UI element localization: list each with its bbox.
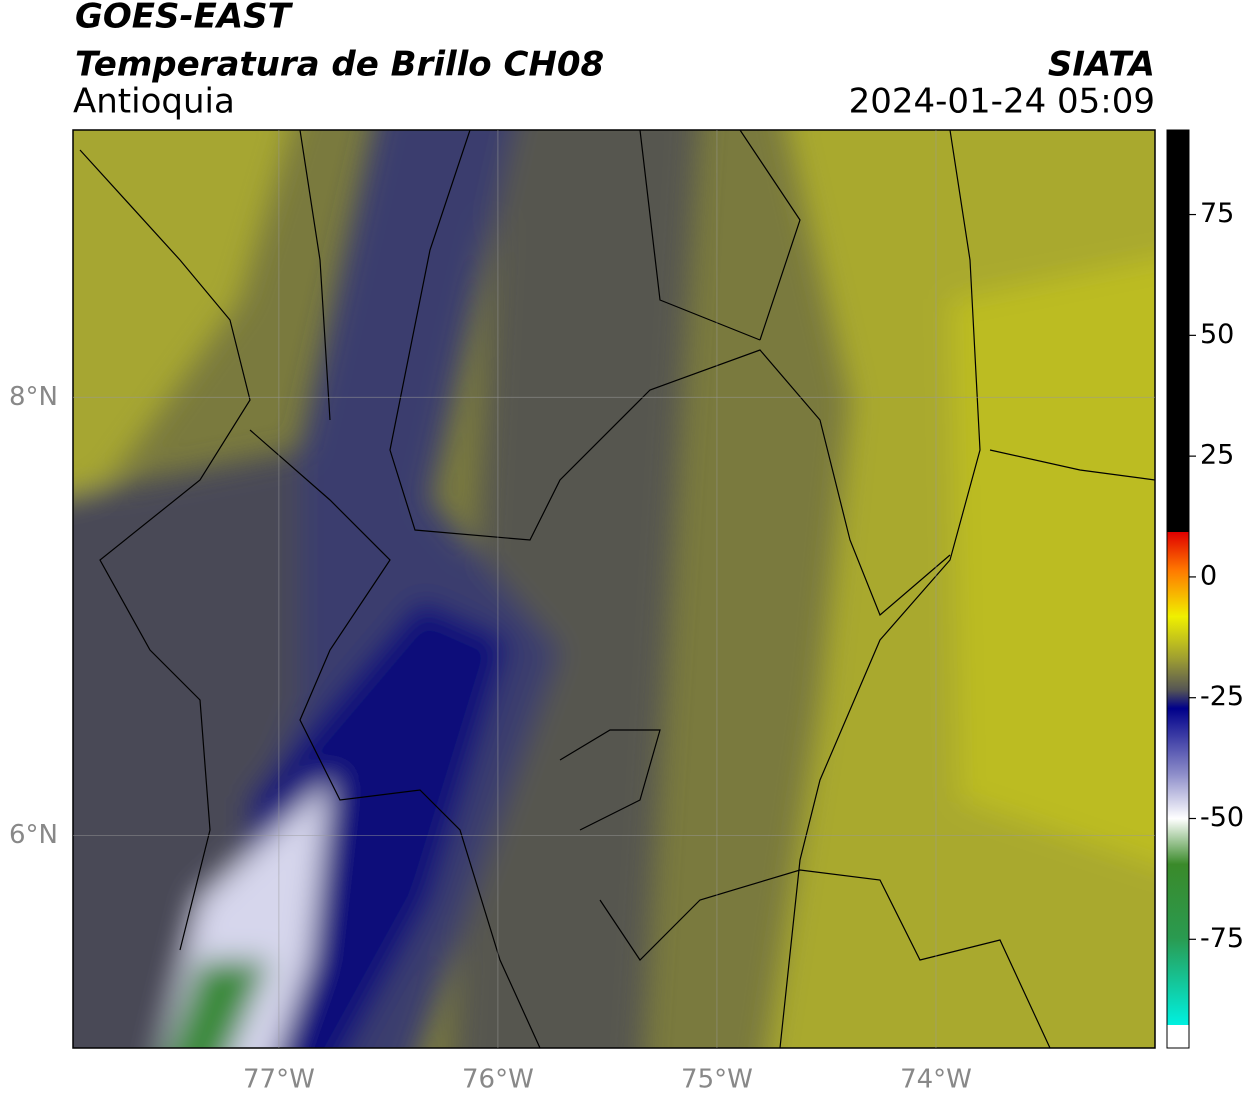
colorbar-label: -50 bbox=[1200, 802, 1244, 833]
colorbar-label: -25 bbox=[1200, 681, 1244, 712]
lon-label: 77°W bbox=[243, 1065, 315, 1095]
colorbar-label: 0 bbox=[1200, 560, 1217, 591]
colorbar-label: 25 bbox=[1200, 440, 1234, 471]
subtitle: Temperatura de Brillo CH08 bbox=[75, 45, 604, 85]
map-frame bbox=[72, 129, 1156, 1049]
colorbar-label: -75 bbox=[1200, 923, 1244, 954]
source: SIATA bbox=[1048, 45, 1155, 85]
lat-label: 8°N bbox=[9, 382, 58, 412]
colorbar-label: 50 bbox=[1200, 319, 1234, 350]
colorbar bbox=[1166, 129, 1190, 1049]
lon-label: 75°W bbox=[681, 1065, 753, 1095]
datetime: 2024-01-24 05:09 bbox=[849, 82, 1155, 122]
lat-label: 6°N bbox=[9, 820, 58, 850]
lon-label: 76°W bbox=[462, 1065, 534, 1095]
borders bbox=[79, 130, 1155, 1048]
title: GOES-EAST bbox=[75, 0, 294, 37]
satellite-image bbox=[73, 130, 1155, 1048]
region: Antioquia bbox=[73, 82, 235, 122]
colorbar-label: 75 bbox=[1200, 198, 1234, 229]
lon-label: 74°W bbox=[900, 1065, 972, 1095]
